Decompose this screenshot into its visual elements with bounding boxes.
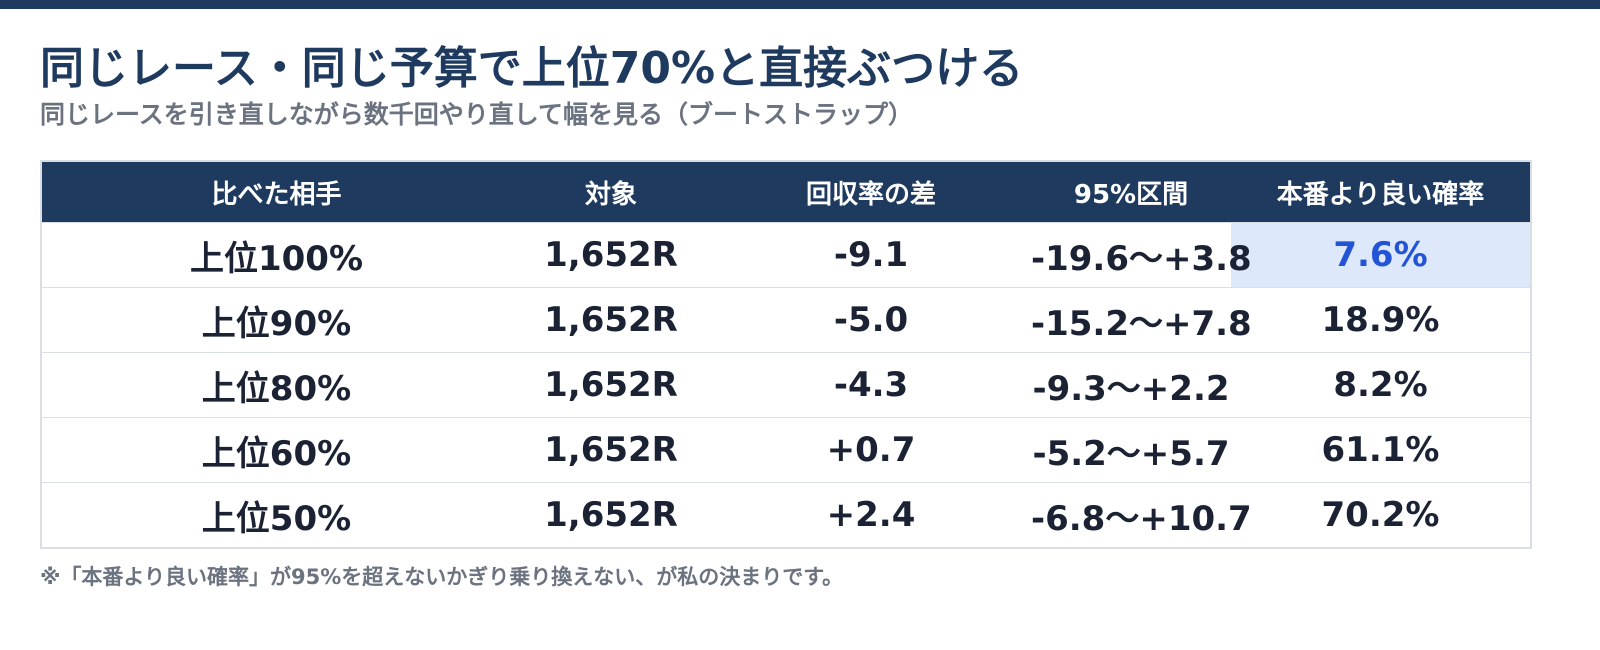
table-header-row: 比べた相手 対象 回収率の差 95%区間 本番より良い確率 <box>41 161 1531 223</box>
cell-opponent: 上位50% <box>41 482 511 548</box>
cell-diff: -9.1 <box>711 222 1031 288</box>
cell-opponent: 上位100% <box>41 222 511 288</box>
table-row: 上位60% 1,652R +0.7 -5.2〜+5.7 61.1% <box>41 417 1531 483</box>
page-title: 同じレース・同じ予算で上位70%と直接ぶつける <box>40 43 1024 94</box>
header-opponent: 比べた相手 <box>41 161 511 223</box>
header-prob: 本番より良い確率 <box>1231 161 1531 223</box>
table-row: 上位50% 1,652R +2.4 -6.8〜+10.7 70.2% <box>41 482 1531 548</box>
cell-diff: +2.4 <box>711 482 1031 548</box>
cell-ci: -19.6〜+3.8 <box>1031 222 1252 288</box>
cell-target: 1,652R <box>511 222 711 288</box>
cell-prob: 18.9% <box>1231 287 1531 353</box>
header-target: 対象 <box>511 161 711 223</box>
cell-ci: -9.3〜+2.2 <box>1031 352 1231 418</box>
header-ci: 95%区間 <box>1031 161 1231 223</box>
cell-diff: -4.3 <box>711 352 1031 418</box>
cell-prob: 61.1% <box>1231 417 1531 483</box>
cell-ci: -6.8〜+10.7 <box>1031 482 1252 548</box>
cell-opponent: 上位90% <box>41 287 511 353</box>
cell-opponent: 上位80% <box>41 352 511 418</box>
cell-ci: -5.2〜+5.7 <box>1031 417 1231 483</box>
bootstrap-comparison-table: 比べた相手 対象 回収率の差 95%区間 本番より良い確率 上位100% 1,6… <box>40 160 1532 549</box>
table-row: 上位100% 1,652R -9.1 -19.6〜+3.8 7.6% <box>41 222 1531 288</box>
table-row: 上位90% 1,652R -5.0 -15.2〜+7.8 18.9% <box>41 287 1531 353</box>
cell-prob: 7.6% <box>1231 222 1531 288</box>
cell-diff: +0.7 <box>711 417 1031 483</box>
cell-target: 1,652R <box>511 482 711 548</box>
cell-ci: -15.2〜+7.8 <box>1031 287 1252 353</box>
cell-opponent: 上位60% <box>41 417 511 483</box>
header-diff: 回収率の差 <box>711 161 1031 223</box>
footnote: ※「本番より良い確率」が95%を超えないかぎり乗り換えない、が私の決まりです。 <box>40 565 844 589</box>
page-subtitle: 同じレースを引き直しながら数千回やり直して幅を見る（ブートストラップ） <box>40 100 914 129</box>
table-row: 上位80% 1,652R -4.3 -9.3〜+2.2 8.2% <box>41 352 1531 418</box>
cell-target: 1,652R <box>511 417 711 483</box>
cell-diff: -5.0 <box>711 287 1031 353</box>
cell-target: 1,652R <box>511 287 711 353</box>
cell-prob: 70.2% <box>1231 482 1531 548</box>
top-accent-bar <box>0 0 1600 9</box>
cell-prob: 8.2% <box>1231 352 1531 418</box>
cell-target: 1,652R <box>511 352 711 418</box>
